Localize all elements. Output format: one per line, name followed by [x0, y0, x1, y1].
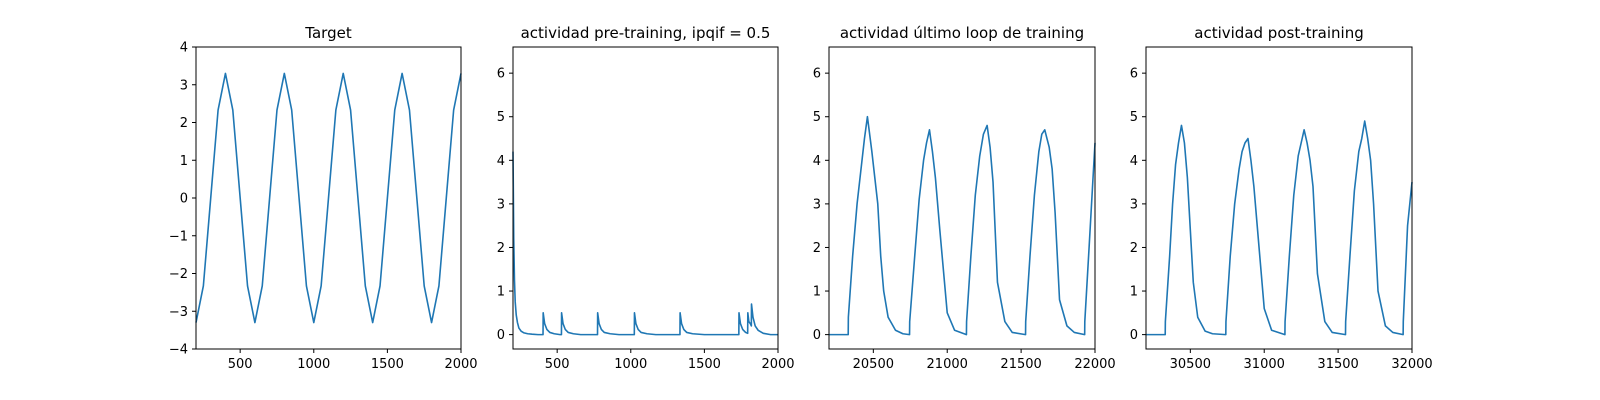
subplot-2-series-line [512, 151, 778, 336]
subplot-1-x-tick-label: 500 [228, 357, 253, 372]
subplot-2-y-axis: 0 1 2 3 4 5 6 [497, 67, 513, 343]
subplot-3-x-tick-label: 21500 [1000, 357, 1041, 372]
subplot-2-frame [512, 46, 779, 350]
subplot-3-y-tick-label: 5 [813, 110, 821, 125]
subplot-4-x-axis: 30500 31000 31500 32000 [1170, 349, 1433, 372]
subplot-2-title: actividad pre-training, ipqif = 0.5 [521, 24, 771, 42]
subplot-2-x-tick-label: 1000 [614, 357, 647, 372]
subplot-2-y-tick-label: 0 [497, 328, 505, 343]
subplot-4-x-tick-label: 32000 [1391, 357, 1432, 372]
subplot-2-y-tick-label: 3 [497, 197, 505, 212]
subplot-3: actividad último loop de training 20500 2… [813, 24, 1116, 372]
subplot-3-series-line [829, 115, 1096, 336]
subplot-2-y-tick-label: 6 [497, 67, 505, 82]
subplot-2: actividad pre-training, ipqif = 0.5 500 1… [497, 24, 795, 372]
subplot-4-y-tick-label: 3 [1130, 197, 1138, 212]
subplot-3-y-tick-label: 4 [813, 154, 821, 169]
subplot-1-y-tick-label: 4 [180, 41, 188, 56]
subplot-4-title: actividad post-training [1194, 24, 1363, 42]
subplot-4-y-tick-label: 0 [1130, 328, 1138, 343]
subplot-2-y-tick-label: 5 [497, 110, 505, 125]
subplot-1-y-tick-label: 0 [180, 192, 188, 207]
subplot-4-series-line [1146, 120, 1413, 336]
subplot-4-x-tick-label: 31500 [1317, 357, 1358, 372]
subplot-3-y-axis: 0 1 2 3 4 5 6 [813, 67, 829, 343]
subplot-3-y-tick-label: 3 [813, 197, 821, 212]
subplot-3-x-tick-label: 21000 [927, 357, 968, 372]
subplot-3-y-tick-label: 1 [813, 285, 821, 300]
subplot-1-title: Target [304, 24, 352, 42]
subplot-4-y-tick-label: 1 [1130, 285, 1138, 300]
subplot-1-x-tick-label: 2000 [444, 357, 477, 372]
subplot-3-x-tick-label: 20500 [853, 357, 894, 372]
subplot-3-x-axis: 20500 21000 21500 22000 [853, 349, 1116, 372]
subplot-1-series-line [195, 72, 462, 324]
subplot-2-x-tick-label: 1500 [688, 357, 721, 372]
subplot-2-x-tick-label: 2000 [761, 357, 794, 372]
subplot-1-y-tick-label: 3 [180, 78, 188, 93]
subplot-4-y-tick-label: 2 [1130, 241, 1138, 256]
subplot-1-y-tick-label: 1 [180, 154, 188, 169]
subplot-1-y-tick-label: −1 [169, 229, 188, 244]
subplot-4-y-tick-label: 6 [1130, 67, 1138, 82]
subplot-1-x-tick-label: 1000 [297, 357, 330, 372]
subplot-4-y-axis: 0 1 2 3 4 5 6 [1130, 67, 1146, 343]
subplot-2-y-tick-label: 1 [497, 285, 505, 300]
subplot-4-y-tick-label: 5 [1130, 110, 1138, 125]
subplot-1-y-tick-label: −2 [169, 267, 188, 282]
subplot-2-y-tick-label: 4 [497, 154, 505, 169]
subplot-1-y-tick-label: −4 [169, 343, 188, 358]
subplot-4-x-tick-label: 30500 [1170, 357, 1211, 372]
subplot-3-frame [828, 46, 1096, 350]
subplot-3-y-tick-label: 6 [813, 67, 821, 82]
subplot-1-x-axis: 500 1000 1500 2000 [228, 349, 478, 372]
subplot-2-y-tick-label: 2 [497, 241, 505, 256]
subplot-2-x-axis: 500 1000 1500 2000 [545, 349, 795, 372]
subplot-1-y-axis: −4 −3 −2 −1 0 1 2 3 4 [169, 41, 196, 358]
subplot-3-y-tick-label: 0 [813, 328, 821, 343]
subplot-4: actividad post-training 30500 31000 31500 3… [1130, 24, 1433, 372]
subplot-1-y-tick-label: 2 [180, 116, 188, 131]
subplot-1-y-tick-label: −3 [169, 305, 188, 320]
subplot-3-x-tick-label: 22000 [1074, 357, 1115, 372]
subplot-4-y-tick-label: 4 [1130, 154, 1138, 169]
subplot-3-title: actividad último loop de training [840, 24, 1084, 42]
subplot-2-x-tick-label: 500 [545, 357, 570, 372]
subplot-4-frame [1145, 46, 1413, 350]
subplot-4-x-tick-label: 31000 [1244, 357, 1285, 372]
subplot-1: Target 500 1000 1500 2000 −4 −3 −2 −1 0 1 2 3 4 [169, 24, 478, 372]
subplot-3-y-tick-label: 2 [813, 241, 821, 256]
subplot-1-x-tick-label: 1500 [371, 357, 404, 372]
